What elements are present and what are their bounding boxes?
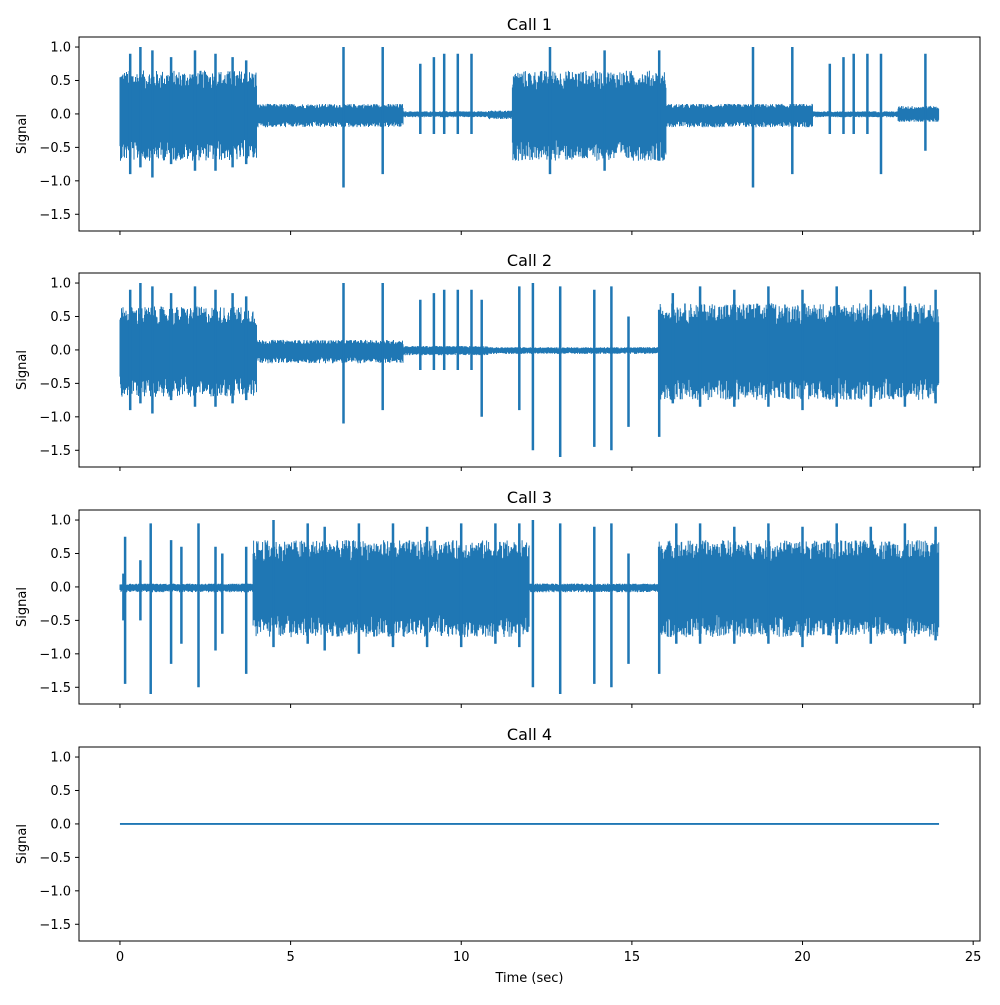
- waveform-segment: [256, 103, 404, 128]
- waveform-segment: [488, 110, 513, 120]
- y-tick-label: 0.0: [50, 817, 71, 832]
- y-tick-label: −1.0: [39, 647, 71, 662]
- x-tick-label: 0: [116, 950, 124, 965]
- y-tick-label: 0.0: [50, 580, 71, 595]
- y-tick-label: 1.0: [50, 41, 71, 56]
- x-tick-label: 10: [453, 950, 470, 965]
- y-tick-label: −1.5: [39, 208, 71, 223]
- y-tick-label: −1.5: [39, 681, 71, 696]
- waveform-segment: [529, 583, 660, 593]
- y-tick-label: 0.0: [50, 343, 71, 358]
- waveform-segment: [488, 347, 660, 354]
- subplot-title: Call 2: [507, 251, 552, 270]
- y-tick-label: −0.5: [39, 377, 71, 392]
- y-tick-label: −1.5: [39, 918, 71, 933]
- subplot-title: Call 1: [507, 15, 552, 34]
- y-tick-label: 1.0: [50, 751, 71, 766]
- x-tick-label: 20: [794, 950, 811, 965]
- y-tick-label: 1.0: [50, 514, 71, 529]
- y-axis-label: Signal: [15, 350, 30, 390]
- subplot-frame: [78, 509, 981, 705]
- subplot-frame: [78, 36, 981, 232]
- waveform-segment: [402, 111, 489, 118]
- waveform-segment: [402, 345, 489, 356]
- waveform-segment: [256, 339, 404, 364]
- y-tick-label: 0.0: [50, 107, 71, 122]
- y-tick-label: −0.5: [39, 614, 71, 629]
- y-axis-label: Signal: [15, 824, 30, 864]
- subplot-call-3: −1.5 −1.0 −0.5 0.0 0.5 1.0 Call 3 Signal: [15, 488, 981, 708]
- y-tick-label: 0.5: [50, 74, 71, 89]
- x-tick-label: 15: [624, 950, 641, 965]
- subplot-call-2: −1.5 −1.0 −0.5 0.0 0.5 1.0 Call 2 Signal: [15, 251, 981, 471]
- y-tick-label: 0.5: [50, 784, 71, 799]
- y-tick-label: −0.5: [39, 141, 71, 156]
- subplot-call-4: −1.5 −1.0 −0.5 0.0 0.5 1.0 0 5 10 15 20 25 Call 4 Sig…: [15, 725, 981, 965]
- waveform-series: [119, 47, 940, 188]
- y-tick-label: −1.0: [39, 174, 71, 189]
- waveform-segment: [897, 105, 940, 122]
- waveform-segment: [252, 540, 530, 638]
- x-axis-label: Time (sec): [494, 971, 563, 986]
- y-tick-label: −0.5: [39, 851, 71, 866]
- y-tick-label: 1.0: [50, 277, 71, 292]
- waveform-segment: [812, 111, 899, 118]
- y-axis-label: Signal: [15, 114, 30, 154]
- y-axis-label: Signal: [15, 587, 30, 627]
- y-tick-label: 0.5: [50, 310, 71, 325]
- y-tick-label: −1.5: [39, 444, 71, 459]
- subplot-title: Call 4: [507, 725, 552, 744]
- y-tick-label: −1.0: [39, 410, 71, 425]
- waveform-series: [119, 283, 940, 457]
- waveform-segment: [511, 70, 667, 161]
- x-tick-label: 5: [286, 950, 294, 965]
- subplot-frame: [78, 746, 981, 942]
- waveform-series: [119, 520, 940, 694]
- subplot-call-1: −1.5 −1.0 −0.5 0.0 0.5 1.0 Call 1 Signal: [15, 15, 981, 235]
- waveform-segment: [665, 103, 813, 128]
- subplot-title: Call 3: [507, 488, 552, 507]
- x-tick-label: 25: [965, 950, 982, 965]
- y-tick-label: 0.5: [50, 547, 71, 562]
- y-tick-label: −1.0: [39, 884, 71, 899]
- subplot-frame: [78, 272, 981, 468]
